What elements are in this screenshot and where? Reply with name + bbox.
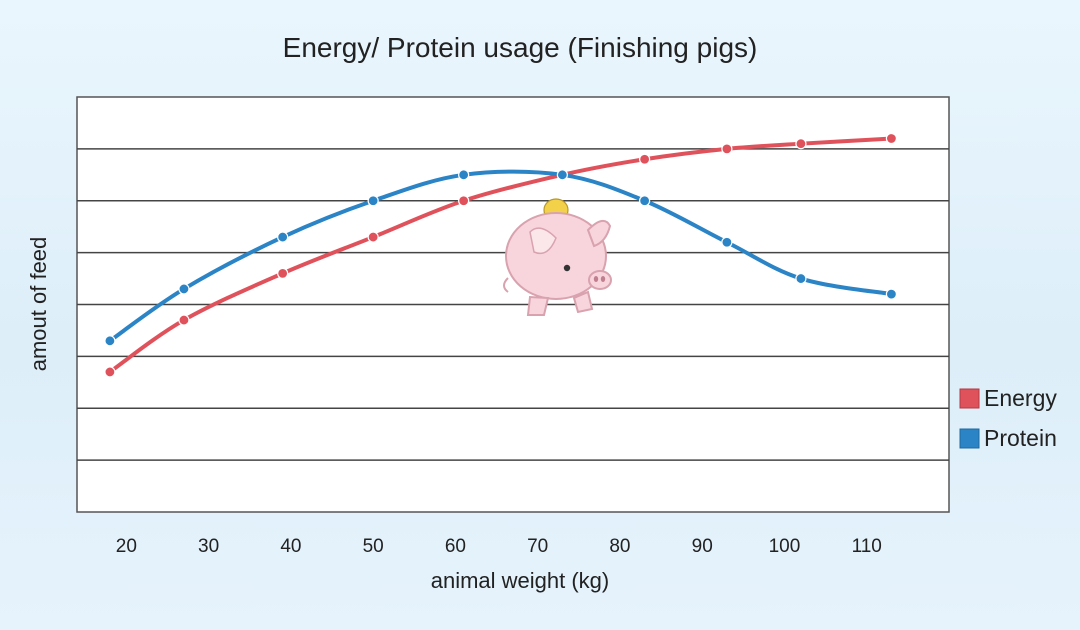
data-point-protein bbox=[721, 236, 733, 248]
chart-title: Energy/ Protein usage (Finishing pigs) bbox=[283, 32, 758, 63]
legend-label-energy: Energy bbox=[984, 385, 1057, 411]
legend-swatch-protein bbox=[959, 428, 980, 449]
x-tick-label: 30 bbox=[198, 536, 219, 557]
data-point-energy bbox=[367, 231, 379, 243]
piggy-bank-icon bbox=[503, 198, 612, 316]
x-tick-label: 20 bbox=[116, 536, 137, 557]
x-tick-label: 40 bbox=[280, 536, 301, 557]
data-point-protein bbox=[885, 288, 898, 300]
x-tick-label: 80 bbox=[609, 536, 630, 557]
x-tick-label: 50 bbox=[363, 536, 384, 557]
data-point-protein bbox=[639, 195, 651, 207]
data-point-energy bbox=[104, 366, 116, 378]
series-line-protein bbox=[107, 169, 894, 343]
legend-label-protein: Protein bbox=[984, 425, 1057, 451]
data-point-energy bbox=[178, 314, 190, 326]
data-point-energy bbox=[458, 195, 470, 207]
data-point-energy bbox=[885, 132, 898, 145]
data-point-protein bbox=[795, 272, 807, 285]
series-layer bbox=[104, 132, 898, 378]
data-point-energy bbox=[795, 138, 807, 150]
x-tick-label: 70 bbox=[527, 536, 548, 557]
data-point-protein bbox=[367, 195, 379, 207]
x-tick-label: 60 bbox=[445, 536, 466, 557]
x-axis-label: animal weight (kg) bbox=[431, 568, 610, 593]
data-point-protein bbox=[458, 169, 470, 181]
data-point-protein bbox=[556, 169, 568, 181]
y-axis-label: amout of feed bbox=[26, 237, 51, 372]
x-tick-label: 110 bbox=[852, 536, 882, 557]
series-line-energy bbox=[107, 136, 894, 374]
data-point-energy bbox=[721, 143, 733, 155]
data-point-protein bbox=[104, 335, 116, 347]
data-point-energy bbox=[639, 153, 651, 165]
legend-swatch-energy bbox=[959, 388, 980, 409]
data-point-energy bbox=[277, 267, 289, 279]
data-point-protein bbox=[178, 283, 190, 295]
legend: Energy Protein bbox=[959, 385, 1057, 451]
x-tick-label: 100 bbox=[769, 536, 801, 557]
x-tick-labels: 20 30 40 50 60 70 80 90 100 110 bbox=[116, 536, 882, 557]
data-point-protein bbox=[277, 231, 289, 243]
x-tick-label: 90 bbox=[692, 536, 713, 557]
